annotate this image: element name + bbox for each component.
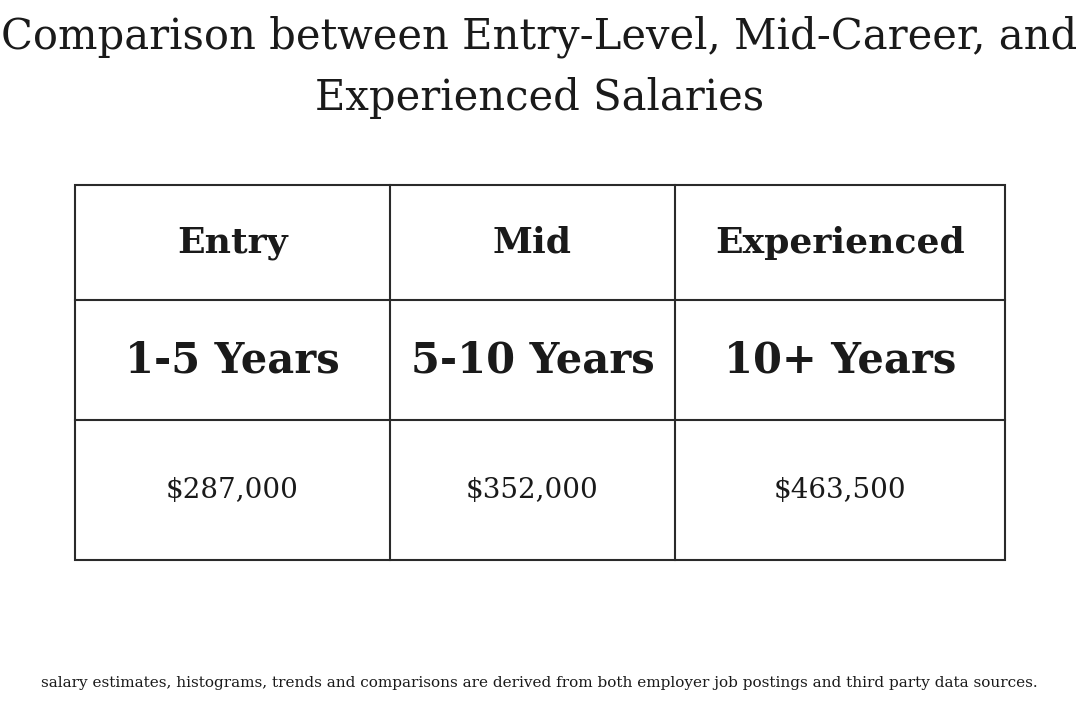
Text: 10+ Years: 10+ Years: [724, 339, 956, 381]
Text: Mid: Mid: [493, 225, 572, 259]
Text: $463,500: $463,500: [774, 477, 906, 503]
Text: 1-5 Years: 1-5 Years: [125, 339, 340, 381]
Text: Comparison between Entry-Level, Mid-Career, and
Experienced Salaries: Comparison between Entry-Level, Mid-Care…: [1, 15, 1078, 120]
Bar: [76, 185, 1005, 560]
Text: 5-10 Years: 5-10 Years: [411, 339, 654, 381]
Text: Experienced: Experienced: [715, 225, 965, 259]
Text: $352,000: $352,000: [466, 477, 599, 503]
Text: $287,000: $287,000: [166, 477, 299, 503]
Text: salary estimates, histograms, trends and comparisons are derived from both emplo: salary estimates, histograms, trends and…: [41, 676, 1038, 690]
Text: Entry: Entry: [177, 225, 288, 259]
